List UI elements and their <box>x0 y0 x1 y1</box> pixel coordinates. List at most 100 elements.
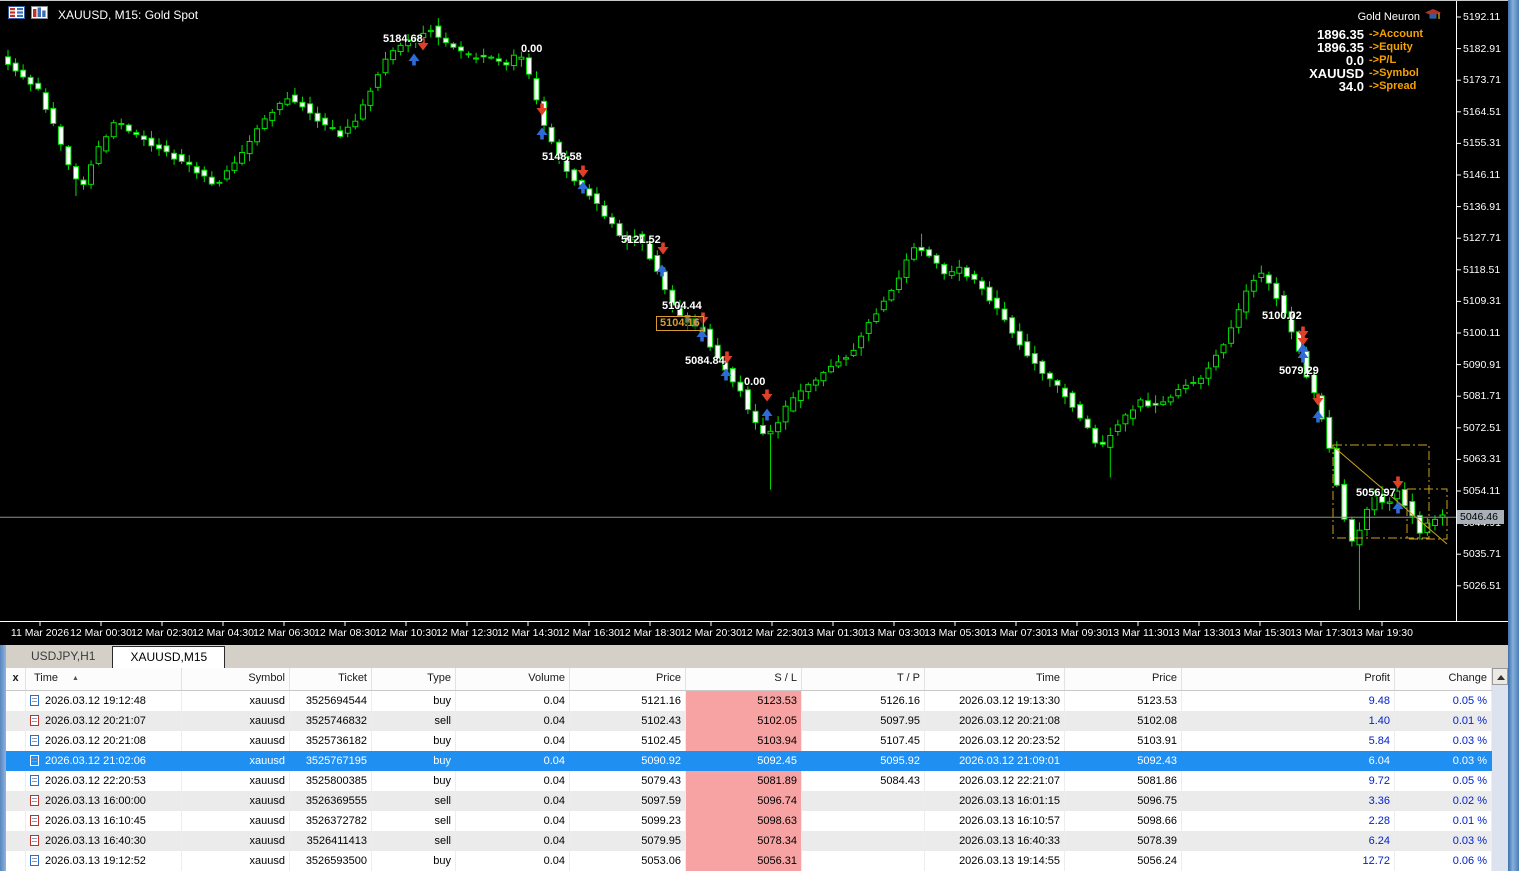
cell-volume: 0.04 <box>456 791 570 811</box>
cell-tp: 5097.95 <box>802 711 925 731</box>
indicator-value: 0.0 <box>1345 53 1364 68</box>
cell-volume: 0.04 <box>543 755 565 767</box>
table-row[interactable]: 2026.03.13 16:10:45 xauusd 3526372782 sell 0… <box>6 811 1492 831</box>
cell-symbol: xauusd <box>249 755 285 767</box>
table-row[interactable]: 2026.03.12 20:21:08 xauusd 3525736182 buy 0.… <box>6 731 1492 751</box>
cell-close_price: 5102.08 <box>1065 711 1182 731</box>
order-icon <box>30 835 39 846</box>
cell-close_time: 2026.03.12 20:23:52 <box>925 731 1065 751</box>
cell-tp: 5107.45 <box>802 731 925 751</box>
column-header-change[interactable]: Change <box>1395 668 1492 690</box>
cell-tp <box>802 831 925 851</box>
cell-symbol: xauusd <box>182 771 290 791</box>
column-header-sl[interactable]: S / L <box>686 668 802 690</box>
cell-type: buy <box>433 755 451 767</box>
cell-close_time: 2026.03.13 19:14:55 <box>925 851 1065 871</box>
column-header-time[interactable]: Time ▲ <box>26 668 182 690</box>
buy-arrow-icon <box>1392 501 1404 514</box>
cell-tp: 5095.92 <box>880 755 920 767</box>
column-header-ticket[interactable]: Ticket <box>290 668 372 690</box>
cell-volume: 0.04 <box>456 731 570 751</box>
buy-arrow-icon <box>577 181 589 194</box>
cell-profit: 6.24 <box>1182 831 1395 851</box>
table-row[interactable]: 2026.03.13 16:00:00 xauusd 3526369555 sell 0… <box>6 791 1492 811</box>
order-icon <box>30 795 39 806</box>
cell-type: sell <box>372 791 456 811</box>
column-header-tp[interactable]: T / P <box>802 668 925 690</box>
buy-arrow-icon <box>720 368 732 381</box>
cell-type: sell <box>372 811 456 831</box>
buy-arrow-icon <box>656 264 668 277</box>
table-row[interactable]: 2026.03.12 19:12:48 xauusd 3525694544 buy 0.… <box>6 691 1492 711</box>
cell-close_price: 5098.66 <box>1065 811 1182 831</box>
indicator-value: 34.0 <box>1338 79 1364 94</box>
cell-price: 5079.43 <box>570 771 686 791</box>
cell-sl: 5102.05 <box>686 711 802 731</box>
cell-sl: 5092.45 <box>757 755 797 767</box>
cell-close_time: 2026.03.12 22:21:07 <box>925 771 1065 791</box>
cell-close_time: 2026.03.12 20:21:08 <box>925 711 1065 731</box>
cell-close_time: 2026.03.12 19:13:30 <box>925 691 1065 711</box>
sell-arrow-icon <box>1297 326 1309 339</box>
column-header-close_time[interactable]: Time <box>925 668 1065 690</box>
buy-arrow-icon <box>1312 410 1324 423</box>
depth-of-market-icon[interactable] <box>8 6 25 24</box>
cell-ticket: 3526593500 <box>290 851 372 871</box>
sell-arrow-icon <box>657 242 669 255</box>
cell-close_price: 5092.43 <box>1137 755 1177 767</box>
cell-ticket: 3526372782 <box>290 811 372 831</box>
cell-sl: 5096.74 <box>686 791 802 811</box>
buy-arrow-icon <box>1297 350 1309 363</box>
cell-tp <box>802 791 925 811</box>
buy-arrow-icon <box>761 408 773 421</box>
column-header-type[interactable]: Type <box>372 668 456 690</box>
buy-arrow-icon <box>696 329 708 342</box>
table-row[interactable]: 2026.03.13 16:40:30 xauusd 3526411413 sell 0… <box>6 831 1492 851</box>
sell-arrow-icon <box>417 38 429 51</box>
close-panel-button[interactable]: x <box>6 668 26 690</box>
cell-profit: 2.28 <box>1182 811 1395 831</box>
sell-arrow-icon <box>536 103 548 116</box>
scroll-up-button[interactable] <box>1492 668 1508 685</box>
cell-sl: 5056.31 <box>686 851 802 871</box>
cell-price: 5090.92 <box>641 755 681 767</box>
column-header-symbol[interactable]: Symbol <box>182 668 290 690</box>
indicator-label: ->Account <box>1369 28 1424 40</box>
tab-usdjpy-h1[interactable]: USDJPY,H1 <box>31 649 96 663</box>
table-row[interactable]: 2026.03.12 21:02:06 xauusd 3525767195 buy 0.… <box>6 751 1492 771</box>
cell-ticket: 3525694544 <box>290 691 372 711</box>
cell-symbol: xauusd <box>182 851 290 871</box>
sell-arrow-icon <box>1392 476 1404 489</box>
buy-arrow-icon <box>408 53 420 66</box>
cell-price: 5079.95 <box>570 831 686 851</box>
cell-tp <box>802 811 925 831</box>
cell-change: 0.02 % <box>1395 791 1492 811</box>
column-header-price[interactable]: Price <box>570 668 686 690</box>
column-header-close_price[interactable]: Price <box>1065 668 1182 690</box>
table-row[interactable]: 2026.03.12 20:21:07 xauusd 3525746832 sell 0… <box>6 711 1492 731</box>
cell-price: 5102.45 <box>570 731 686 751</box>
cell-ticket: 3526411413 <box>290 831 372 851</box>
cell-change: 0.05 % <box>1395 691 1492 711</box>
sell-arrow-icon <box>721 351 733 364</box>
cell-profit: 1.40 <box>1182 711 1395 731</box>
cell-sl: 5123.53 <box>686 691 802 711</box>
one-click-trading-icon[interactable] <box>31 6 48 24</box>
table-row[interactable]: 2026.03.13 19:12:52 xauusd 3526593500 buy 0.… <box>6 851 1492 871</box>
table-row[interactable]: 2026.03.12 22:20:53 xauusd 3525800385 buy 0.… <box>6 771 1492 791</box>
sell-arrow-icon <box>577 165 589 178</box>
column-header-profit[interactable]: Profit <box>1182 668 1395 690</box>
column-header-volume[interactable]: Volume <box>456 668 570 690</box>
cell-change: 0.05 % <box>1395 771 1492 791</box>
indicator-value: 1896.35 <box>1317 27 1364 42</box>
table-scrollbar[interactable] <box>1492 668 1508 871</box>
indicator-name: Gold Neuron <box>1357 11 1420 23</box>
price-chart[interactable] <box>0 1 1508 646</box>
window-frame-right <box>1508 0 1519 871</box>
cell-time: 2026.03.12 20:21:08 <box>26 731 182 751</box>
cell-change: 0.03 % <box>1395 831 1492 851</box>
cell-profit: 5.84 <box>1182 731 1395 751</box>
tab-xauusd-m15[interactable]: XAUUSD,M15 <box>112 646 226 668</box>
buy-arrow-icon <box>536 127 548 140</box>
